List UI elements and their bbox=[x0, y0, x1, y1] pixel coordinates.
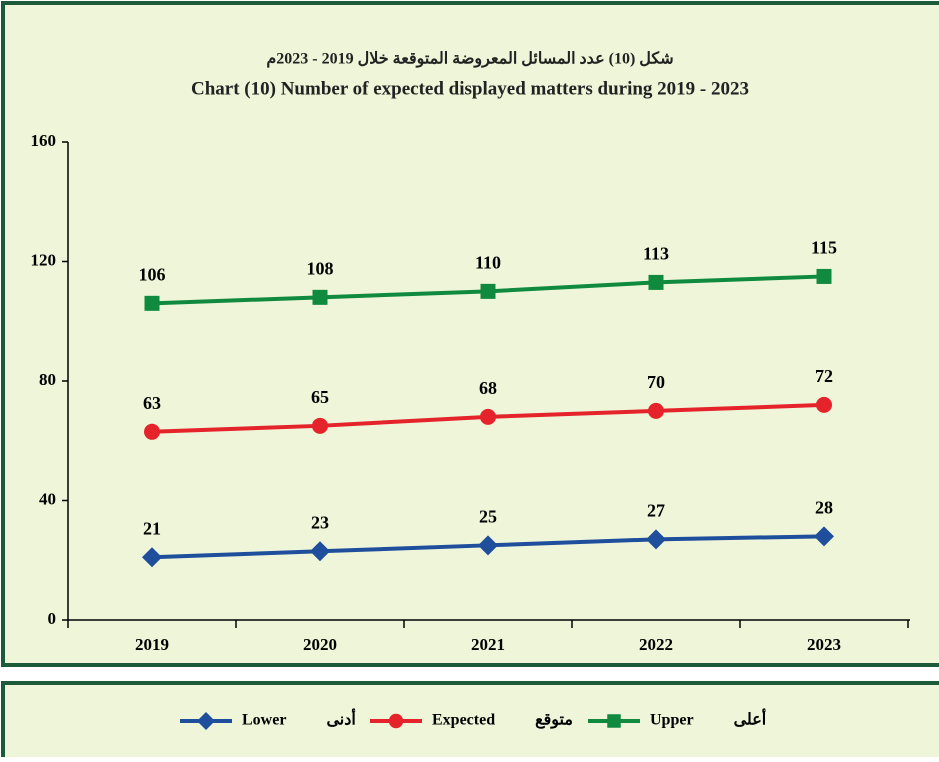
data-label: 68 bbox=[479, 378, 497, 398]
data-label: 21 bbox=[143, 518, 161, 538]
marker bbox=[816, 396, 832, 413]
data-label: 63 bbox=[143, 393, 161, 413]
legend-label: Upper bbox=[650, 712, 694, 729]
marker bbox=[607, 714, 621, 728]
data-label: 113 bbox=[643, 244, 669, 264]
marker bbox=[144, 423, 160, 440]
marker bbox=[310, 541, 330, 562]
marker bbox=[646, 529, 666, 550]
legend-label-ar: أعلى bbox=[734, 708, 767, 729]
marker bbox=[648, 402, 664, 419]
y-tick-label: 40 bbox=[39, 489, 56, 508]
data-label: 25 bbox=[479, 506, 497, 526]
marker bbox=[388, 713, 404, 729]
y-tick-label: 160 bbox=[31, 131, 57, 150]
data-label: 65 bbox=[311, 387, 329, 407]
x-tick-label: 2022 bbox=[639, 635, 673, 654]
x-tick-label: 2023 bbox=[807, 635, 841, 654]
data-label: 115 bbox=[811, 238, 837, 258]
data-label: 108 bbox=[307, 258, 334, 278]
chart-title-ar: شكل (10) عدد المسائل المعروضة المتوقعة خ… bbox=[266, 51, 673, 69]
marker bbox=[312, 289, 328, 305]
legend-label-ar: أدنى bbox=[326, 708, 355, 729]
legend-label-ar: متوقع bbox=[535, 712, 573, 730]
y-tick-label: 0 bbox=[48, 609, 57, 628]
marker bbox=[814, 526, 834, 547]
y-tick-label: 80 bbox=[39, 370, 56, 389]
data-label: 28 bbox=[815, 497, 833, 517]
legend-label: Lower bbox=[242, 712, 286, 729]
chart-title: Chart (10) Number of expected displayed … bbox=[191, 78, 749, 99]
marker bbox=[144, 295, 160, 311]
marker bbox=[142, 547, 162, 568]
chart-frame bbox=[1, 1, 939, 667]
data-label: 72 bbox=[815, 366, 833, 386]
marker bbox=[648, 274, 664, 290]
x-tick-label: 2021 bbox=[471, 635, 505, 654]
legend-label: Expected bbox=[432, 712, 495, 729]
marker bbox=[480, 408, 496, 425]
x-tick-label: 2019 bbox=[135, 635, 169, 654]
marker bbox=[480, 283, 496, 299]
data-label: 70 bbox=[647, 372, 665, 392]
data-label: 23 bbox=[311, 512, 329, 532]
x-tick-label: 2020 bbox=[303, 635, 337, 654]
marker bbox=[197, 712, 215, 730]
y-tick-label: 120 bbox=[31, 250, 57, 269]
marker bbox=[816, 268, 832, 284]
marker bbox=[478, 535, 498, 556]
legend-frame bbox=[1, 681, 939, 762]
data-label: 27 bbox=[647, 500, 665, 520]
data-label: 110 bbox=[475, 253, 501, 273]
data-label: 106 bbox=[139, 264, 166, 284]
marker bbox=[312, 417, 328, 434]
